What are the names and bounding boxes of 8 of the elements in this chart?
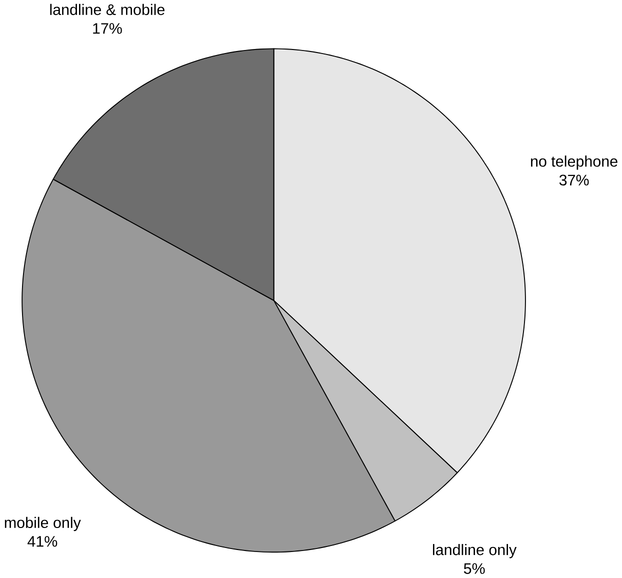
slice-label: landline & mobile [50,4,164,16]
data-label: 17% [93,23,122,34]
slice-label: mobile only [4,516,81,532]
data-label: 5% [464,563,485,574]
slice-label: landline only [433,544,517,558]
data-label: 37% [559,174,589,186]
data-label: 41% [28,536,58,547]
slice-label: no telephone [531,156,618,170]
